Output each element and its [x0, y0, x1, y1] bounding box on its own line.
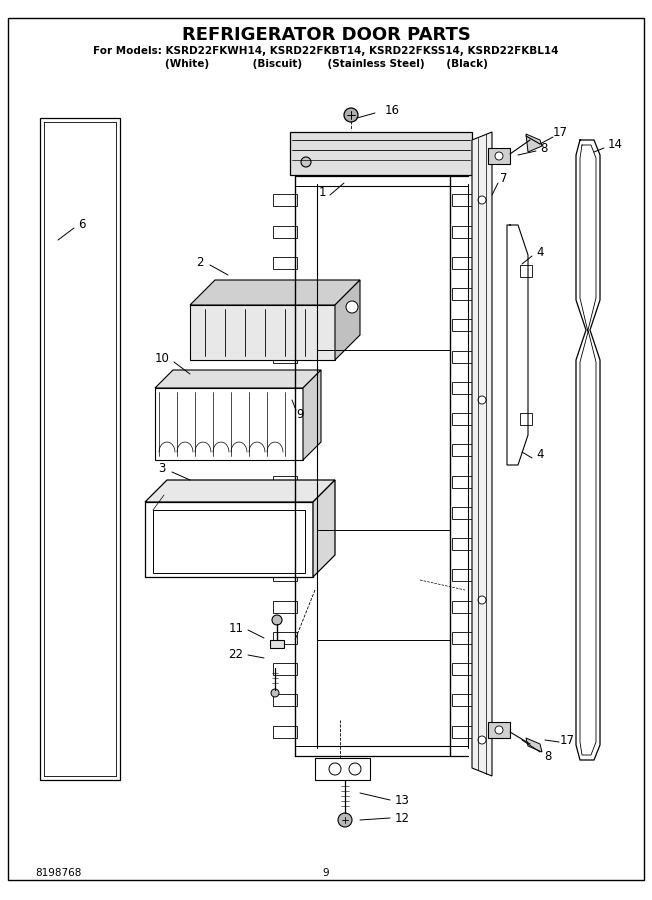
- Circle shape: [329, 763, 341, 775]
- Text: 17: 17: [552, 127, 567, 140]
- Circle shape: [344, 108, 358, 122]
- Text: 8198768: 8198768: [35, 868, 82, 878]
- Circle shape: [272, 615, 282, 625]
- Polygon shape: [273, 445, 297, 456]
- Text: 12: 12: [394, 812, 409, 824]
- Polygon shape: [452, 663, 488, 675]
- Polygon shape: [313, 480, 335, 577]
- Polygon shape: [273, 538, 297, 550]
- Circle shape: [478, 596, 486, 604]
- Polygon shape: [273, 725, 297, 738]
- Polygon shape: [452, 538, 488, 550]
- Polygon shape: [452, 288, 488, 300]
- Polygon shape: [273, 226, 297, 238]
- Polygon shape: [273, 382, 297, 394]
- Text: 4: 4: [536, 246, 544, 258]
- Polygon shape: [290, 132, 472, 175]
- Polygon shape: [452, 570, 488, 581]
- Polygon shape: [190, 280, 360, 305]
- Polygon shape: [303, 370, 321, 460]
- Circle shape: [495, 726, 503, 734]
- Polygon shape: [452, 226, 488, 238]
- Polygon shape: [452, 445, 488, 456]
- Polygon shape: [526, 134, 542, 152]
- Text: 17: 17: [559, 734, 574, 746]
- Polygon shape: [273, 475, 297, 488]
- Text: 8: 8: [544, 750, 552, 762]
- Text: 10: 10: [155, 352, 170, 365]
- Text: 1: 1: [318, 186, 326, 200]
- Text: 11: 11: [228, 622, 243, 634]
- Bar: [270, 640, 284, 648]
- Polygon shape: [273, 288, 297, 300]
- Polygon shape: [273, 507, 297, 519]
- Polygon shape: [273, 632, 297, 644]
- Circle shape: [478, 736, 486, 744]
- Polygon shape: [520, 265, 532, 277]
- Polygon shape: [452, 507, 488, 519]
- Bar: [315, 758, 370, 780]
- Text: 9: 9: [296, 409, 304, 421]
- Text: 13: 13: [394, 794, 409, 806]
- Text: 22: 22: [228, 647, 243, 661]
- Bar: [488, 148, 510, 164]
- Polygon shape: [452, 413, 488, 425]
- Bar: [488, 722, 510, 738]
- Polygon shape: [273, 600, 297, 613]
- Text: 14: 14: [608, 139, 623, 151]
- Text: REFRIGERATOR DOOR PARTS: REFRIGERATOR DOOR PARTS: [181, 26, 471, 44]
- Circle shape: [346, 301, 358, 313]
- Text: 4: 4: [536, 448, 544, 462]
- Circle shape: [478, 196, 486, 204]
- Polygon shape: [452, 351, 488, 363]
- Text: 6: 6: [78, 219, 86, 231]
- Polygon shape: [273, 570, 297, 581]
- Polygon shape: [452, 382, 488, 394]
- Polygon shape: [452, 632, 488, 644]
- Polygon shape: [452, 194, 488, 206]
- Circle shape: [495, 152, 503, 160]
- Polygon shape: [273, 194, 297, 206]
- Text: For Models: KSRD22FKWH14, KSRD22FKBT14, KSRD22FKSS14, KSRD22FKBL14: For Models: KSRD22FKWH14, KSRD22FKBT14, …: [93, 46, 559, 56]
- Text: 2: 2: [196, 256, 203, 268]
- Polygon shape: [452, 600, 488, 613]
- Text: 3: 3: [158, 462, 166, 474]
- Circle shape: [338, 813, 352, 827]
- Polygon shape: [155, 370, 321, 388]
- Polygon shape: [472, 132, 492, 776]
- Circle shape: [301, 157, 311, 167]
- Polygon shape: [145, 480, 335, 502]
- Text: 8: 8: [541, 141, 548, 155]
- Circle shape: [478, 396, 486, 404]
- Polygon shape: [526, 738, 542, 752]
- Polygon shape: [273, 663, 297, 675]
- Polygon shape: [452, 475, 488, 488]
- Text: (White)            (Biscuit)       (Stainless Steel)      (Black): (White) (Biscuit) (Stainless Steel) (Bla…: [164, 59, 488, 69]
- Circle shape: [271, 689, 279, 697]
- Polygon shape: [273, 351, 297, 363]
- Polygon shape: [452, 320, 488, 331]
- Polygon shape: [40, 118, 120, 780]
- Polygon shape: [155, 388, 303, 460]
- Circle shape: [349, 763, 361, 775]
- Polygon shape: [452, 256, 488, 269]
- Polygon shape: [273, 256, 297, 269]
- Polygon shape: [273, 695, 297, 707]
- Polygon shape: [273, 320, 297, 331]
- Text: 16: 16: [385, 104, 400, 116]
- Text: 7: 7: [500, 172, 508, 184]
- Polygon shape: [520, 413, 532, 425]
- Polygon shape: [335, 280, 360, 360]
- Polygon shape: [190, 305, 335, 360]
- Polygon shape: [273, 413, 297, 425]
- Polygon shape: [145, 502, 313, 577]
- Text: 9: 9: [323, 868, 329, 878]
- Polygon shape: [452, 725, 488, 738]
- Polygon shape: [452, 695, 488, 707]
